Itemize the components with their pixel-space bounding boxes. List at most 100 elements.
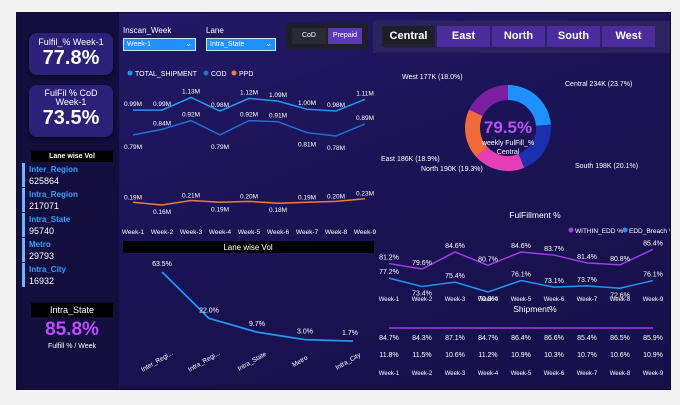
- lane-data-label: 3.0%: [297, 329, 313, 336]
- cod-data-label: 0.91M: [269, 113, 287, 120]
- week-tick-label: Week-8: [325, 229, 348, 236]
- lane-panel-title: Lane wise Vol: [31, 151, 113, 162]
- donut-label: East 186K (18.9%): [381, 156, 440, 163]
- donut-label: Central 234K (23.7%): [565, 81, 632, 88]
- lane-filter-label: Lane: [206, 26, 224, 35]
- breach-data-label: 76.1%: [511, 272, 531, 279]
- fulfil-cod-value: 73.5%: [42, 107, 100, 129]
- shipment-upper-label: 87.1%: [445, 335, 465, 342]
- within-data-label: 84.6%: [511, 243, 531, 250]
- total-data-label: 0.99M: [124, 101, 142, 108]
- total-data-label: 1.13M: [182, 89, 200, 96]
- lane-dropdown[interactable]: Intra_State ⌄: [206, 38, 276, 51]
- week-tick-label: Week-5: [238, 229, 261, 236]
- fulfil-week-card: Fulfil_% Week-1 77.8%: [29, 33, 113, 75]
- shipment-lower-label: 10.9%: [643, 352, 663, 359]
- shipment-upper-label: 84.7%: [478, 335, 498, 342]
- lane-data-label: 63.5%: [152, 261, 172, 268]
- shipment-lower-label: 11.2%: [478, 352, 497, 359]
- within-data-label: 83.7%: [544, 246, 564, 253]
- lane-item-value: 625864: [29, 176, 60, 186]
- shipment-lower-label: 10.3%: [544, 352, 564, 359]
- lane-tick-label: Intra_State: [237, 351, 268, 373]
- inscan-week-label: Inscan_Week: [123, 26, 172, 35]
- lane-line: [161, 271, 354, 342]
- week-tick-label: Week-1: [122, 229, 145, 236]
- lane-value: Intra_State: [210, 41, 245, 48]
- cod-button[interactable]: CoD: [292, 28, 326, 44]
- within-data-label: 79.6%: [412, 260, 432, 267]
- lane-item-label: Intra_State: [29, 215, 71, 224]
- shipment-upper-label: 84.7%: [379, 335, 399, 342]
- fulfillment-tick-label: Week-4: [478, 297, 499, 303]
- chevron-down-icon: ⌄: [265, 39, 272, 48]
- lane-chart-title: Lane wise Vol: [223, 243, 273, 252]
- within-data-label: 81.4%: [577, 254, 597, 261]
- breach-data-label: 76.1%: [643, 272, 663, 279]
- total-data-label: 1.12M: [240, 89, 258, 96]
- inscan-week-value: Week-1: [127, 41, 151, 48]
- legend-label: COD: [211, 71, 227, 78]
- shipment-tick-label: Week-7: [577, 371, 598, 377]
- fulfil-week-value: 77.8%: [42, 47, 100, 69]
- legend-dot: [231, 70, 237, 76]
- total-data-label: 0.98M: [211, 102, 229, 109]
- ppd-data-label: 0.16M: [153, 209, 171, 216]
- shipment-lower-label: 10.6%: [445, 352, 465, 359]
- total-data-label: 1.11M: [356, 90, 374, 97]
- within-data-label: 84.6%: [445, 243, 465, 250]
- donut-label: West 177K (18.0%): [402, 74, 463, 81]
- week-tick-label: Week-7: [296, 229, 319, 236]
- within-edd-line: [388, 248, 654, 270]
- region-tab-south[interactable]: South: [547, 26, 600, 47]
- lane-chart-title-bg: [123, 241, 374, 253]
- lane-data-label: 9.7%: [249, 321, 265, 328]
- shipment-lower-label: 11.8%: [379, 352, 398, 359]
- region-tab-east[interactable]: East: [437, 26, 490, 47]
- lane-bar: [22, 213, 25, 237]
- cod-data-label: 0.92M: [240, 112, 258, 119]
- shipment-tick-label: Week-9: [643, 371, 664, 377]
- shipment-tick-label: Week-6: [544, 371, 565, 377]
- fulfil-week-label: Fulfil_% Week-1: [38, 37, 104, 47]
- shipment-upper-label: 86.6%: [544, 335, 564, 342]
- lane-data-label: 22.0%: [199, 307, 219, 314]
- region-tab-west[interactable]: West: [602, 26, 655, 47]
- lane-bar: [22, 263, 25, 287]
- ppd-data-label: 0.19M: [298, 194, 316, 201]
- breach-data-label: 70.9%: [478, 296, 498, 303]
- selected-lane-value: 85.8%: [45, 319, 99, 340]
- shipment-tick-label: Week-4: [478, 371, 499, 377]
- inscan-week-dropdown[interactable]: Week-1 ⌄: [123, 38, 196, 51]
- within-data-label: 85.4%: [643, 240, 663, 247]
- fulfillment-title: FulFillment %: [509, 210, 561, 220]
- cod-data-label: 0.78M: [327, 145, 345, 152]
- donut-slice-east: [464, 109, 488, 158]
- fulfillment-tick-label: Week-1: [379, 297, 400, 303]
- lane-item-value: 29793: [29, 251, 55, 261]
- region-tab-north[interactable]: North: [492, 26, 545, 47]
- legend-dot: [203, 70, 209, 76]
- ppd-data-label: 0.21M: [182, 193, 200, 200]
- prepaid-button[interactable]: Prepaid: [328, 28, 362, 44]
- region-tab-central[interactable]: Central: [382, 26, 435, 47]
- shipment-tick-label: Week-3: [445, 371, 466, 377]
- cod-line: [132, 119, 366, 137]
- cod-data-label: 0.81M: [298, 142, 316, 149]
- ppd-data-label: 0.20M: [327, 193, 345, 200]
- shipment-lower-label: 10.9%: [511, 352, 531, 359]
- within-data-label: 80.7%: [478, 256, 498, 263]
- shipment-title: Shipment%: [513, 304, 557, 314]
- week-tick-label: Week-4: [209, 229, 232, 236]
- shipment-upper-label: 86.4%: [511, 335, 531, 342]
- donut-slice-north: [476, 146, 525, 171]
- ppd-data-label: 0.20M: [240, 193, 258, 200]
- lane-item-label: Intra_Region: [29, 190, 78, 199]
- shipment-lower-label: 10.7%: [577, 352, 597, 359]
- lane-tick-label: Intra_Regi...: [187, 350, 221, 374]
- cod-data-label: 0.89M: [356, 115, 374, 122]
- lane-tick-label: Inter_Regi...: [140, 350, 174, 374]
- total-shipment-line: [133, 96, 366, 112]
- shipment-tick-label: Week-8: [610, 371, 631, 377]
